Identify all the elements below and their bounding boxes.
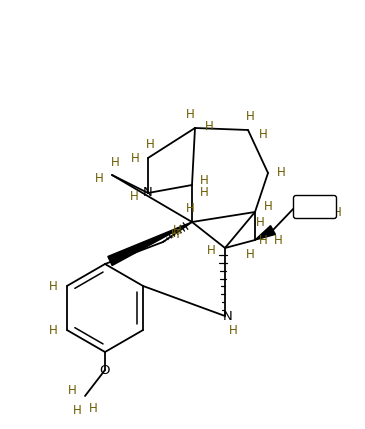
Text: H: H [255, 215, 264, 229]
Text: H: H [264, 200, 272, 214]
Text: H: H [186, 202, 195, 215]
FancyBboxPatch shape [293, 196, 337, 218]
Text: H: H [111, 157, 119, 169]
Text: H: H [259, 235, 268, 248]
Text: H: H [131, 151, 139, 164]
Text: H: H [130, 190, 138, 202]
Text: N: N [143, 187, 153, 199]
Text: H: H [49, 280, 57, 293]
Text: H: H [68, 384, 76, 398]
Text: H: H [200, 173, 208, 187]
Text: H: H [186, 109, 195, 121]
Polygon shape [108, 222, 192, 266]
Text: H: H [95, 172, 103, 184]
Text: H: H [277, 166, 285, 179]
Text: H: H [49, 323, 57, 336]
Text: H: H [200, 187, 208, 199]
Text: Abs: Abs [306, 202, 324, 212]
Text: N: N [223, 309, 233, 323]
Text: H: H [73, 404, 81, 417]
Text: H: H [246, 109, 254, 123]
Text: H: H [170, 227, 179, 241]
Text: H: H [207, 245, 215, 257]
Text: H: H [333, 205, 341, 218]
Text: H: H [246, 248, 254, 260]
Text: H: H [89, 402, 97, 414]
Polygon shape [255, 226, 276, 240]
Text: H: H [259, 129, 268, 142]
Text: O: O [100, 363, 110, 377]
Text: H: H [173, 224, 181, 236]
Text: H: H [205, 120, 214, 133]
Text: H: H [274, 235, 283, 248]
Text: H: H [146, 139, 154, 151]
Text: H: H [228, 323, 237, 336]
